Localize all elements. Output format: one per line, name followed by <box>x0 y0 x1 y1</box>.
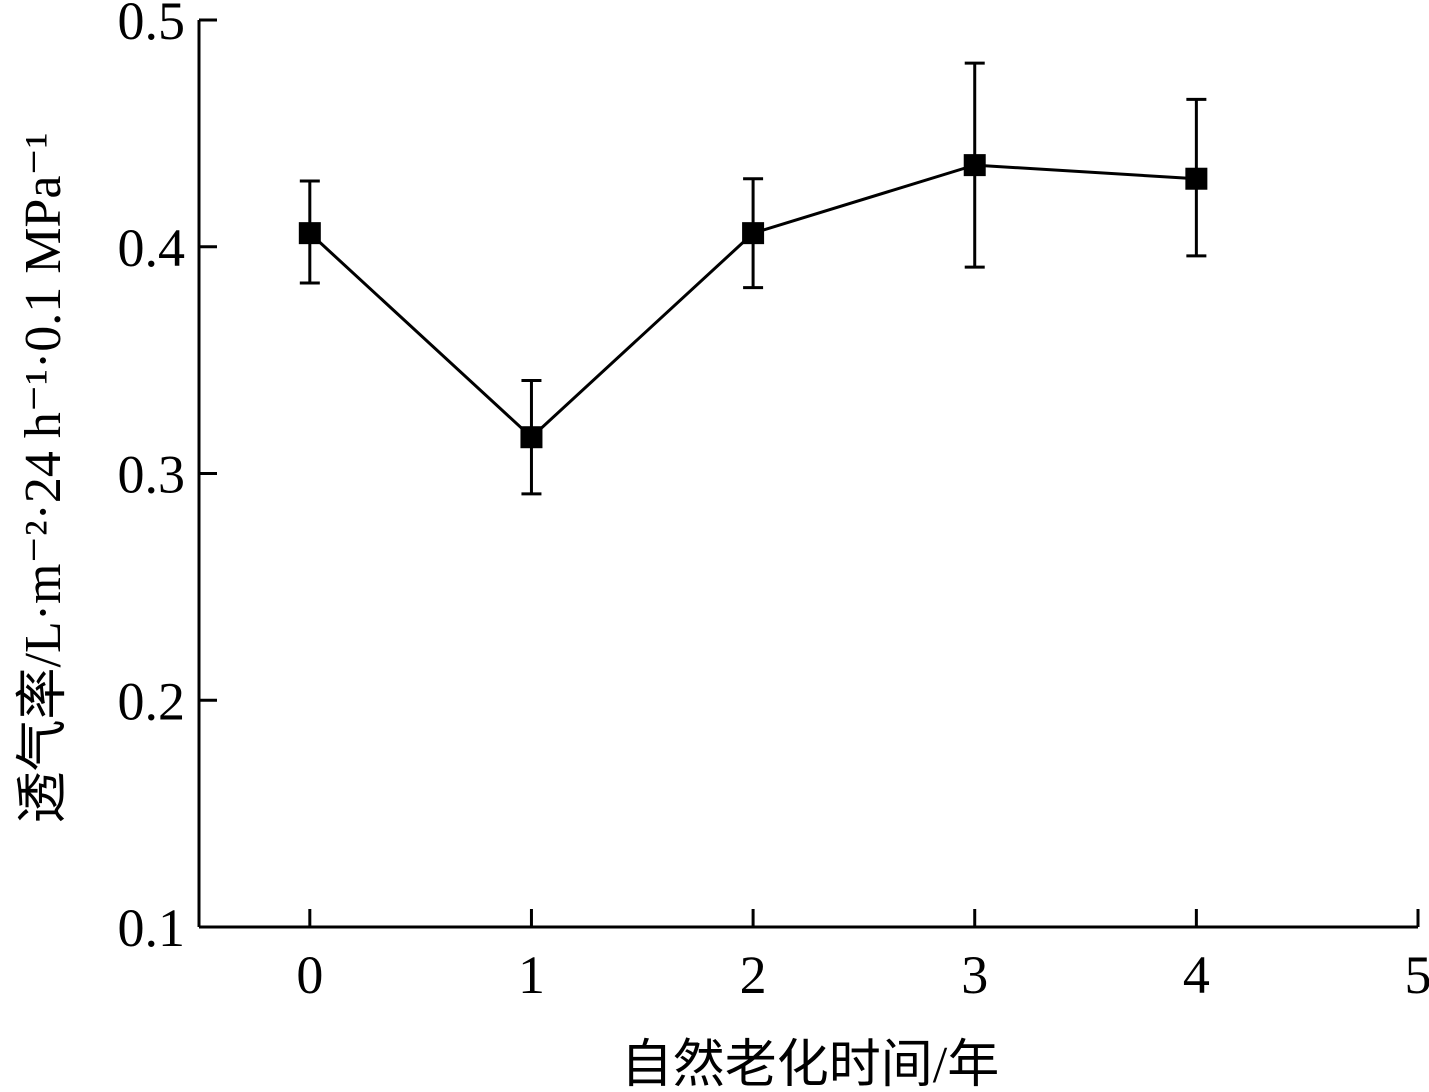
chart-axes <box>197 20 1418 929</box>
y-ticks: 0.1 0.2 0.3 0.4 0.5 <box>118 0 217 958</box>
data-series <box>298 61 1208 496</box>
y-tick-label: 0.1 <box>118 898 186 958</box>
data-point <box>298 222 321 245</box>
y-tick-label: 0.4 <box>118 218 186 278</box>
x-tick-label: 5 <box>1405 945 1429 1005</box>
x-tick-label: 1 <box>518 945 545 1005</box>
y-axis-label: 透气率/L·m⁻²·24 h⁻¹·0.1 MPa⁻¹ <box>15 133 72 824</box>
data-point <box>742 222 765 245</box>
y-tick-label: 0.5 <box>118 0 186 51</box>
data-point <box>520 426 543 449</box>
y-tick-label: 0.2 <box>118 671 186 731</box>
data-point <box>1185 167 1208 190</box>
x-axis-label: 自然老化时间/年 <box>621 1037 999 1092</box>
x-tick-label: 2 <box>740 945 767 1005</box>
x-ticks: 0 1 2 3 4 5 <box>296 909 1429 1005</box>
data-point <box>963 154 986 177</box>
x-tick-label: 0 <box>296 945 323 1005</box>
x-tick-label: 3 <box>961 945 988 1005</box>
y-tick-label: 0.3 <box>118 445 186 505</box>
x-tick-label: 4 <box>1183 945 1210 1005</box>
